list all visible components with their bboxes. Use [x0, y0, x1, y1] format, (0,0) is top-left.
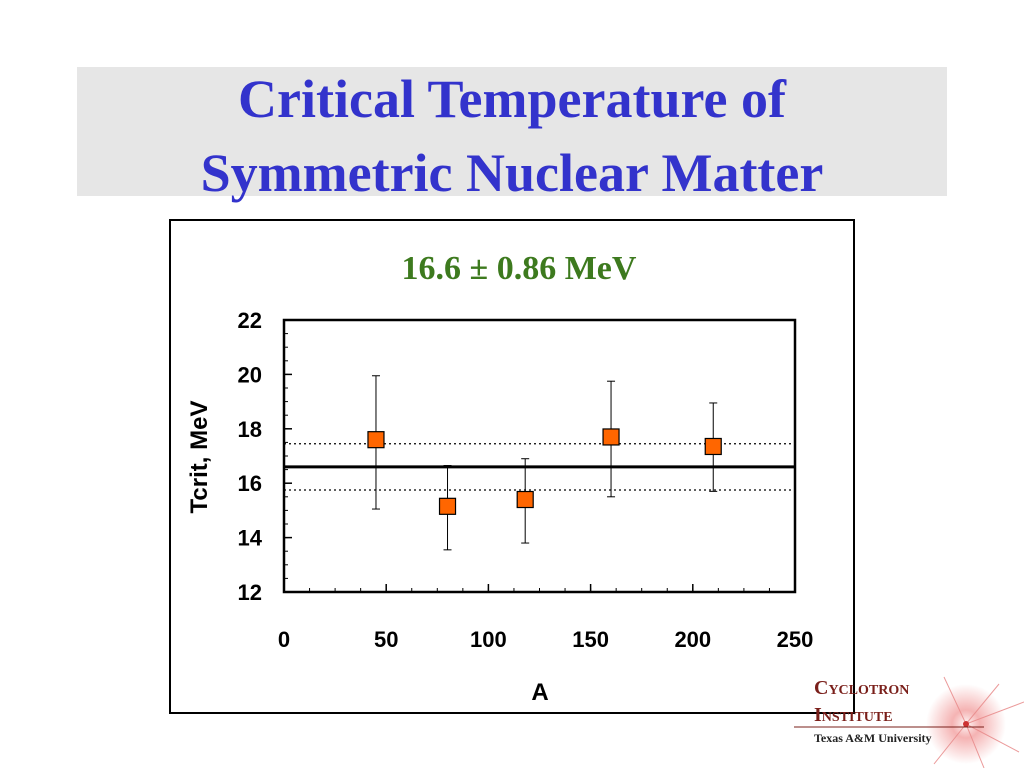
- data-point: [602, 380, 620, 498]
- data-marker: [704, 437, 722, 456]
- x-tick-label: 50: [374, 627, 398, 652]
- logo-line-3: Texas A&M University: [814, 731, 932, 745]
- y-tick-label: 14: [238, 526, 263, 551]
- slide-title-line-1: Critical Temperature of: [238, 69, 786, 129]
- data-marker: [438, 497, 457, 515]
- data-point: [704, 402, 722, 492]
- y-tick-label: 16: [238, 471, 262, 496]
- x-tick-label: 0: [278, 627, 290, 652]
- x-tick-label: 100: [470, 627, 507, 652]
- logo-graphic: Cyclotron Institute Texas A&M University: [794, 676, 1024, 768]
- title-background: [77, 67, 947, 196]
- y-tick-label: 18: [238, 417, 262, 442]
- cyclotron-institute-logo: Cyclotron Institute Texas A&M University: [794, 672, 1024, 768]
- x-tick-label: 200: [674, 627, 711, 652]
- slide-title-line-2: Symmetric Nuclear Matter: [200, 143, 824, 203]
- data-point: [516, 458, 534, 544]
- data-marker: [367, 431, 385, 449]
- logo-line-1: Cyclotron: [814, 677, 909, 699]
- y-axis-label: Tcrit, MeV: [186, 401, 213, 514]
- data-marker: [602, 428, 620, 446]
- logo-line-2: Institute: [814, 704, 893, 726]
- y-tick-label: 20: [238, 362, 262, 387]
- y-tick-label: 22: [238, 308, 262, 333]
- data-point: [367, 375, 385, 510]
- chart-annotation: 16.6 ± 0.86 MeV: [402, 250, 637, 287]
- chart: 16.6 ± 0.86 MeV 12 14 16 18 20 22 0 50 100 150 200…: [186, 250, 814, 706]
- plot-area: 12 14 16 18 20 22 0 50 100 150 200 250: [238, 308, 814, 652]
- x-tick-label: 150: [572, 627, 609, 652]
- x-axis-label: A: [531, 679, 548, 706]
- data-marker: [516, 490, 534, 509]
- data-point: [438, 465, 457, 551]
- plot-border: [282, 318, 797, 594]
- x-tick-label: 250: [777, 627, 814, 652]
- chart-frame: 16.6 ± 0.86 MeV 12 14 16 18 20 22 0 50 100 150 200…: [169, 219, 855, 714]
- logo-starburst-icon: [933, 676, 1024, 768]
- y-tick-label: 12: [238, 580, 262, 605]
- logo-core-icon: [963, 721, 969, 727]
